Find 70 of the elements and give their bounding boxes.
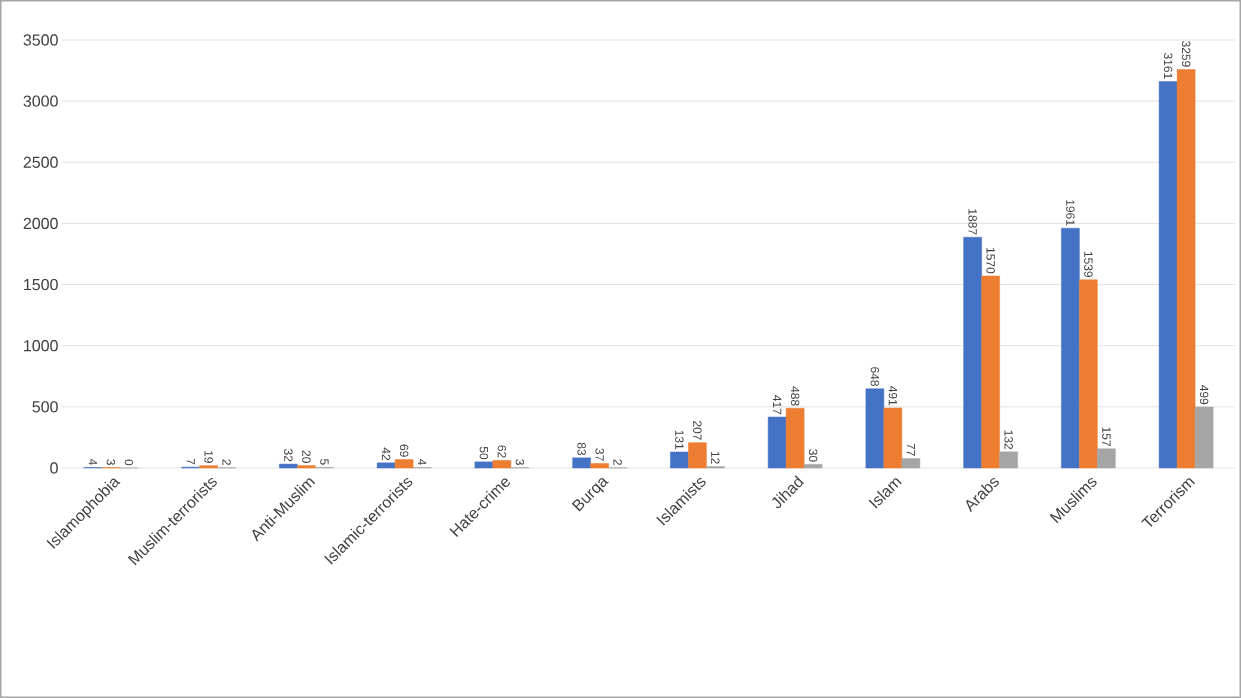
y-tick-label: 0: [50, 462, 58, 474]
data-label: 20: [302, 450, 311, 463]
bar: [1079, 279, 1098, 469]
data-label: 207: [693, 421, 702, 440]
bar: [1194, 406, 1214, 469]
bar: [1158, 81, 1178, 469]
bar: [492, 460, 512, 469]
data-label: 37: [595, 448, 604, 461]
data-label: 4: [88, 458, 98, 465]
bar: [999, 451, 1018, 469]
data-label: 62: [497, 445, 507, 458]
data-label: 1570: [986, 248, 995, 274]
data-label: 131: [675, 430, 684, 450]
bar: [1061, 227, 1080, 469]
data-label: 12: [711, 451, 720, 464]
bar: [767, 416, 787, 469]
data-label: 30: [808, 449, 818, 462]
data-label: 1539: [1084, 251, 1093, 278]
data-label: 83: [577, 442, 586, 456]
bar: [572, 457, 591, 469]
bar: [963, 236, 982, 469]
data-label: 50: [479, 446, 489, 460]
bar: [981, 275, 1000, 469]
y-tick-label: 2000: [23, 217, 58, 230]
bar: [279, 463, 298, 469]
y-tick-label: 1500: [24, 278, 58, 291]
bar: [394, 459, 414, 469]
y-tick-label: 3000: [23, 95, 58, 107]
data-label: 4: [418, 458, 427, 465]
bar: [376, 462, 396, 469]
bar: [1097, 448, 1116, 469]
data-label: 3161: [1163, 53, 1173, 79]
data-label: 488: [790, 386, 800, 406]
data-label: 2: [222, 459, 231, 465]
data-label: 3: [515, 459, 525, 465]
data-label: 3259: [1181, 41, 1191, 67]
bar: [1176, 69, 1196, 469]
data-label: 1887: [968, 209, 977, 235]
data-label: 648: [870, 367, 880, 387]
bar: [883, 407, 903, 469]
bar: [670, 451, 689, 469]
bar: [865, 388, 885, 469]
y-tick-label: 3500: [23, 34, 58, 46]
data-label: 132: [1004, 430, 1013, 450]
y-tick-label: 2500: [23, 156, 58, 168]
bar: [297, 465, 316, 469]
data-label: 32: [284, 448, 293, 462]
bar: [199, 465, 218, 469]
data-label: 42: [381, 447, 391, 461]
data-label: 0: [124, 459, 134, 466]
bar: [901, 458, 921, 469]
y-tick-label: 1000: [24, 340, 58, 352]
bar: [688, 442, 707, 469]
data-label: 3: [106, 459, 116, 465]
data-label: 19: [204, 451, 213, 463]
data-label: 157: [1102, 427, 1111, 446]
bar: [474, 461, 494, 469]
data-label: 5: [320, 458, 329, 465]
data-label: 7: [186, 458, 195, 465]
data-label: 491: [888, 386, 898, 406]
data-label: 499: [1199, 385, 1209, 405]
y-tick-label: 500: [32, 401, 58, 413]
data-label: 2: [613, 459, 622, 465]
bar: [785, 408, 805, 469]
data-label: 77: [906, 443, 915, 456]
bar: [590, 463, 609, 469]
data-label: 69: [399, 444, 409, 457]
data-label: 1961: [1066, 200, 1075, 226]
bar: [803, 464, 823, 469]
data-label: 417: [773, 395, 782, 415]
